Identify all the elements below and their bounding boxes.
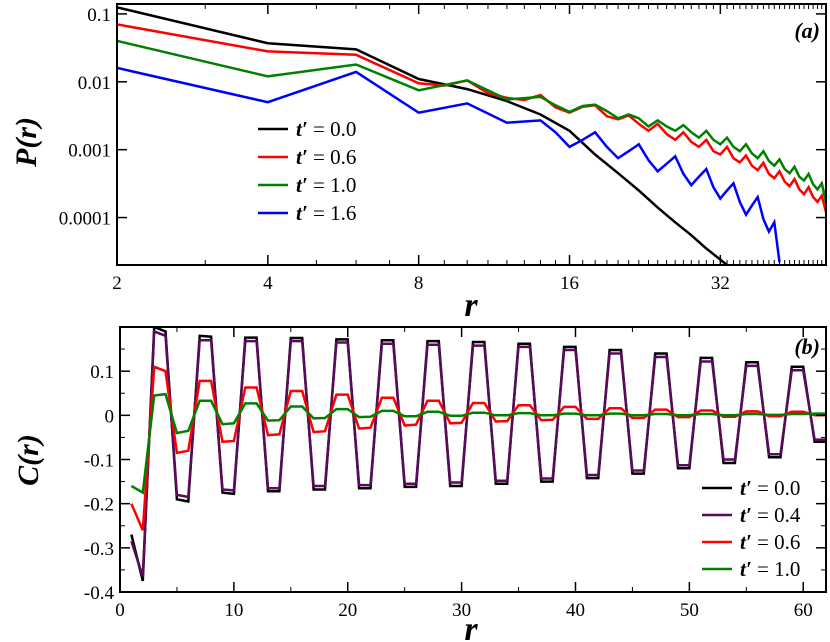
panel-a-ytick-label: 0.01 [78, 73, 111, 94]
panel-a-xtick-label: 8 [414, 273, 424, 294]
panel-a-frame [116, 3, 827, 266]
panel-b-legend-label: t′ = 0.0 [740, 476, 800, 500]
panel-a-series-0-0 [117, 6, 728, 265]
panel-a-xtick-label: 2 [112, 273, 122, 294]
panel-b: 0 10 20 30 40 50 600.10-0.1-0.2-0.3-0.4 (b) r … [12, 326, 827, 642]
panel-b-legend-label: t′ = 0.6 [740, 530, 800, 554]
panel-b-ylabel: C(r) [12, 434, 45, 486]
panel-a-legend-label: t′ = 1.6 [296, 201, 356, 225]
panel-b-xtick-label: 40 [566, 600, 585, 621]
panel-b-xtick-label: 10 [224, 600, 243, 621]
panel-a-series-1-0 [117, 39, 826, 203]
panel-a: 2 4 8 16 32 0.1 0.01 0.001 0.0001 (a) r P(r) t′ … [10, 3, 827, 324]
panel-a-legend-label: t′ = 1.0 [296, 173, 356, 197]
panel-b-series-1-0 [130, 392, 826, 495]
panel-b-xtick-label: 50 [680, 600, 699, 621]
panel-a-legend-label: t′ = 0.0 [296, 117, 356, 141]
panel-b-xtick-label: 0 [115, 600, 125, 621]
panel-a-ylabel: P(r) [10, 117, 43, 168]
panel-a-legend-label: t′ = 0.6 [296, 145, 356, 169]
panel-a-label: (a) [794, 18, 820, 43]
panel-a-legend: t′ = 0.0 t′ = 0.6 t′ = 1.0 t′ = 1.6 [258, 117, 356, 225]
panel-b-xtick-label: 20 [338, 600, 357, 621]
panel-b-xtick-label: 60 [794, 600, 813, 621]
panel-b-ytick-label: -0.4 [84, 583, 115, 604]
panel-b-xtick-label: 30 [452, 600, 471, 621]
panel-a-xtick-label: 32 [711, 273, 730, 294]
panel-b-legend-label: t′ = 1.0 [740, 557, 800, 581]
panel-a-series-0-6 [117, 23, 826, 213]
panel-b-xlabel: r [464, 611, 478, 642]
panel-a-series-1-6 [117, 66, 781, 263]
panel-b-ytick-label: 0.1 [90, 362, 114, 383]
panel-a-xtick-label: 4 [263, 273, 273, 294]
panel-a-xtick-label: 16 [560, 273, 579, 294]
panel-b-series-0-0 [130, 327, 826, 582]
panel-a-ytick-label: 0.001 [68, 141, 111, 162]
panel-b-label: (b) [794, 334, 820, 359]
panel-b-ytick-label: -0.2 [84, 495, 114, 516]
panel-b-ytick-label: 0 [105, 406, 115, 427]
panel-a-ytick-label: 0.0001 [59, 209, 111, 230]
panel-b-legend: t′ = 0.0 t′ = 0.4 t′ = 0.6 t′ = 1.0 [702, 476, 801, 581]
panel-a-xlabel: r [464, 287, 478, 324]
panel-b-ytick-label: -0.1 [84, 451, 114, 472]
panel-a-ytick-label: 0.1 [87, 5, 111, 26]
panel-b-ytick-label: -0.3 [84, 539, 114, 560]
panel-b-series-0-6 [130, 365, 826, 531]
panel-b-series-0-4 [130, 329, 826, 577]
panel-b-legend-label: t′ = 0.4 [740, 503, 801, 527]
